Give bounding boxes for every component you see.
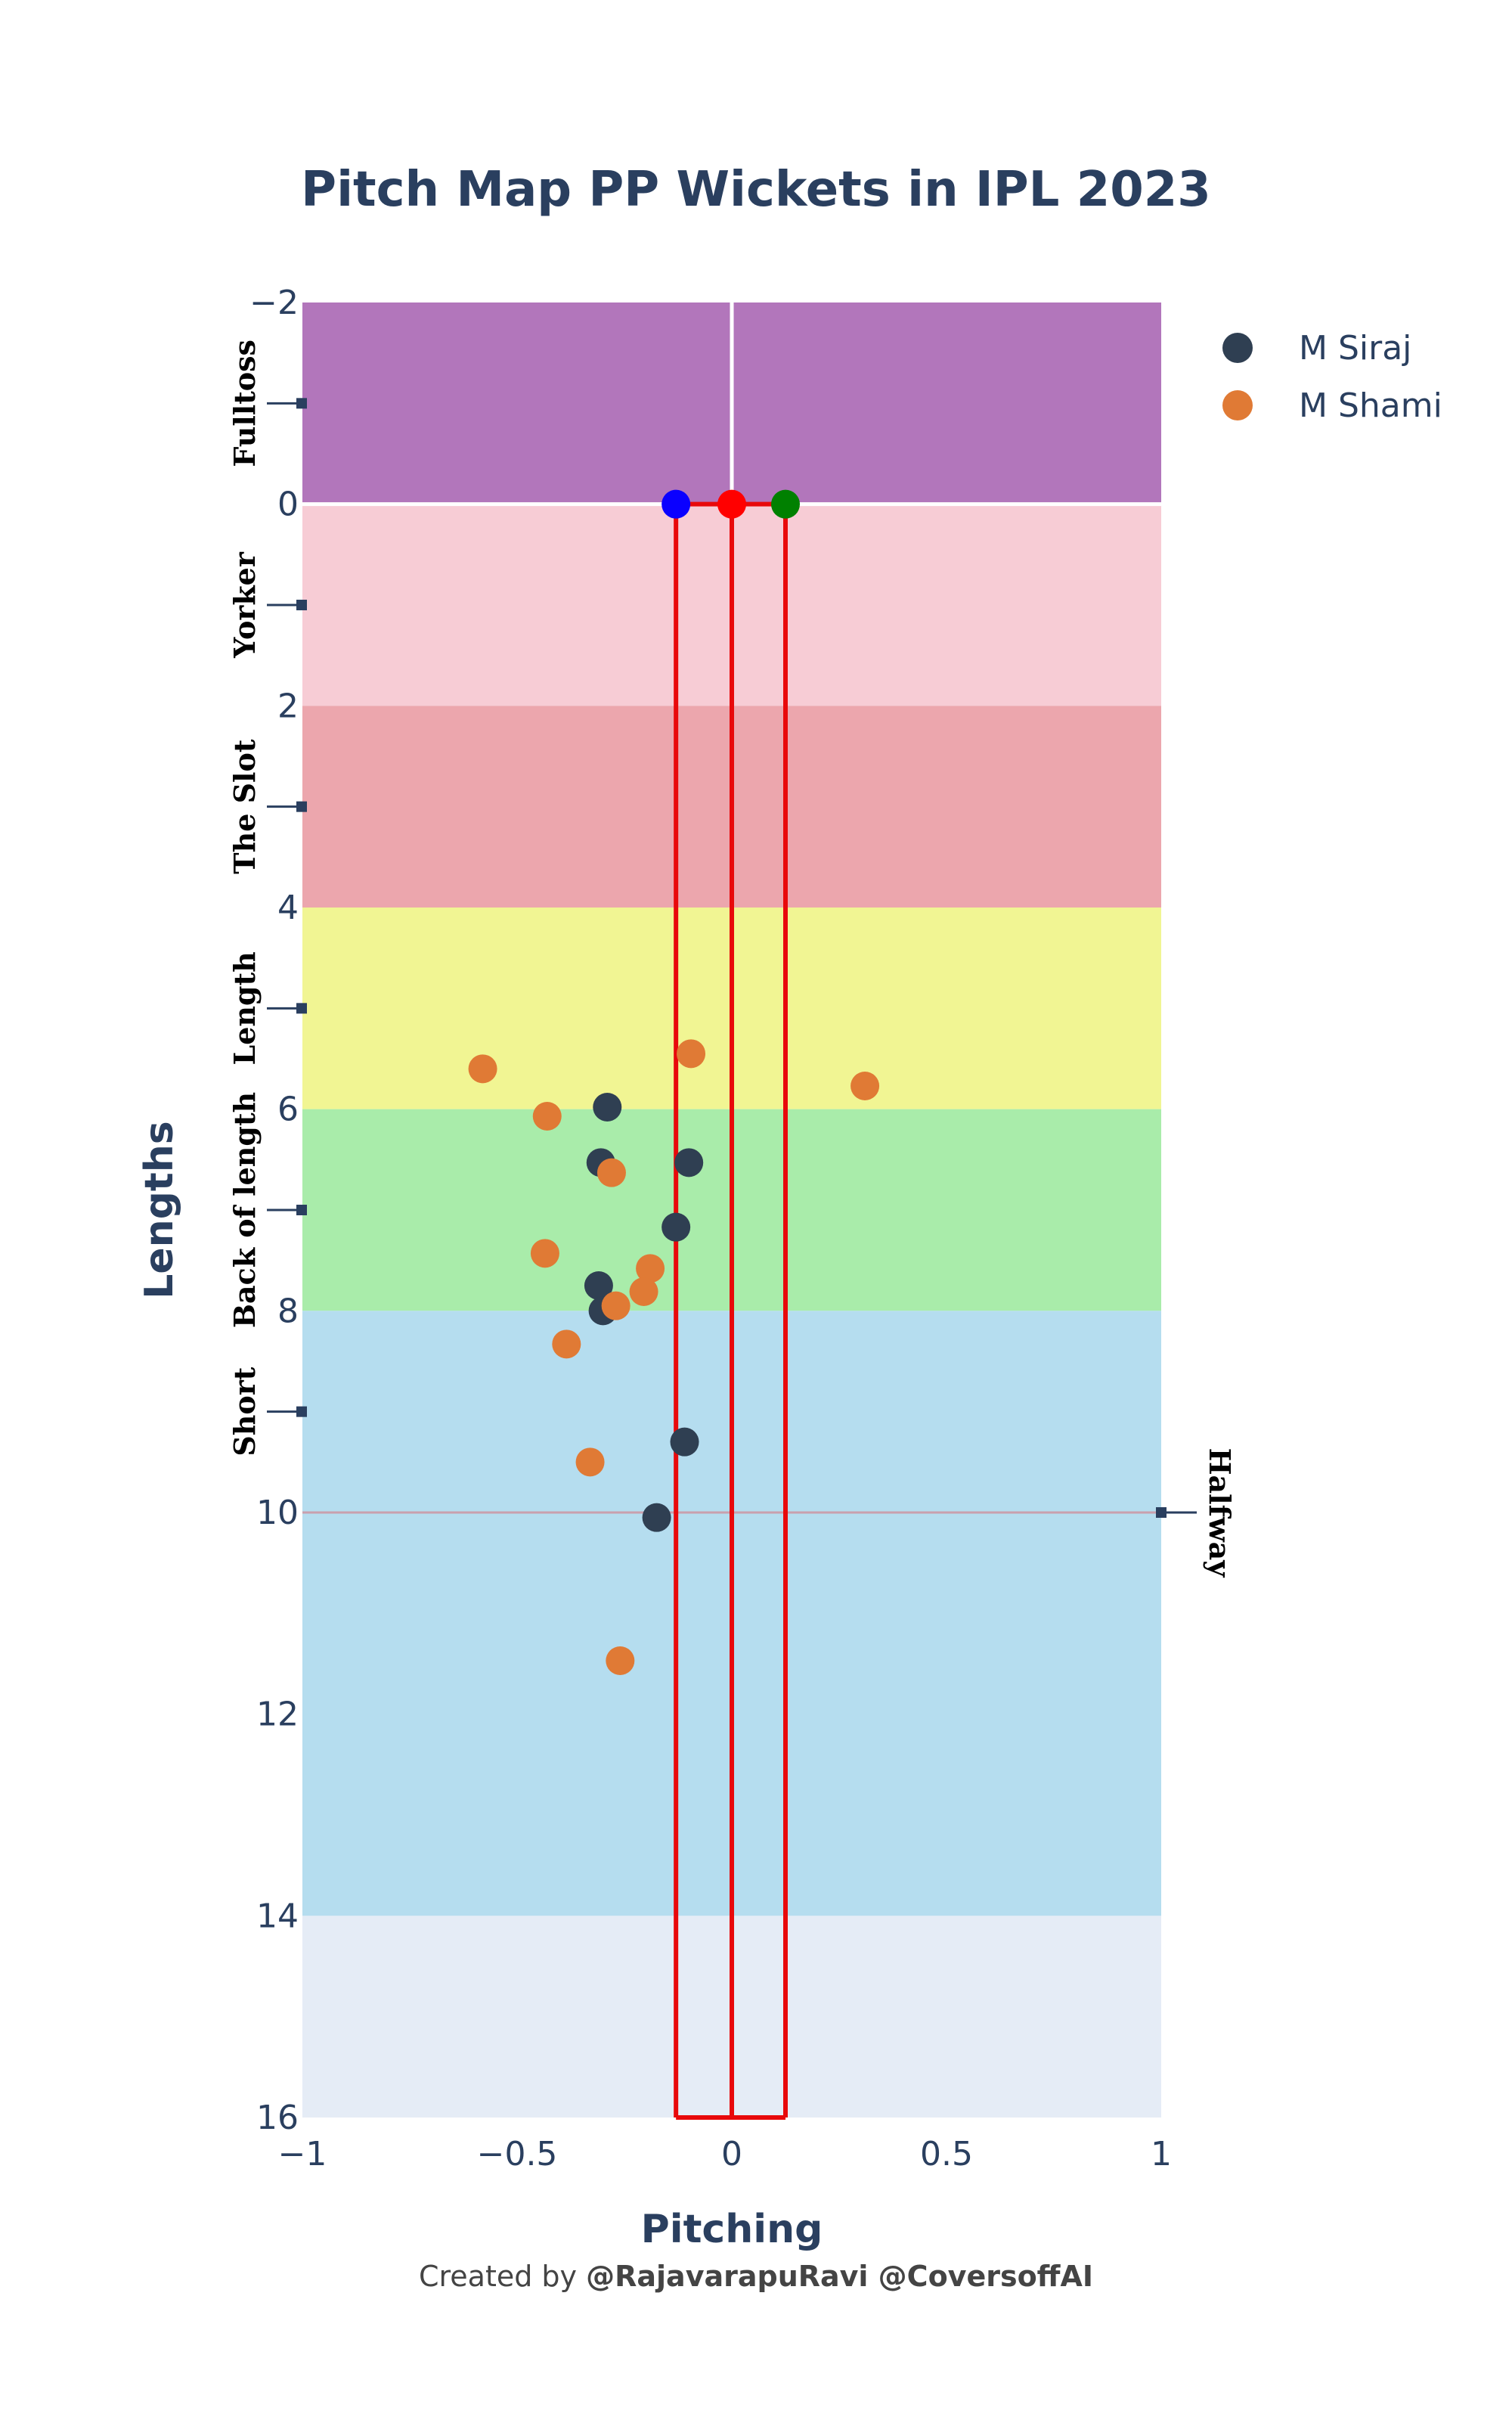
legend-marker-m-siraj xyxy=(1222,333,1253,363)
chart-title: Pitch Map PP Wickets in IPL 2023 xyxy=(301,162,1211,218)
zone-label-length: Length xyxy=(228,951,262,1065)
zone-tick-marker xyxy=(296,398,307,409)
legend: M Siraj M Shami xyxy=(1222,329,1442,425)
point-m-shami xyxy=(552,1329,581,1359)
y-tick-label: 16 xyxy=(256,2099,299,2137)
zone-labels-layer: Fulltoss Yorker The Slot Length Back of leng… xyxy=(228,340,1237,1578)
y-tick-label: 0 xyxy=(277,486,299,524)
point-m-shami xyxy=(850,1072,880,1100)
y-tick-label: 10 xyxy=(256,1494,299,1532)
points-layer xyxy=(468,1039,880,1675)
stump-top-marker xyxy=(717,489,746,519)
y-tick-label: −2 xyxy=(249,284,299,322)
zone-label-fulltoss: Fulltoss xyxy=(228,340,262,467)
x-axis-title: Pitching xyxy=(641,2207,823,2252)
stumps-layer xyxy=(662,489,800,2120)
point-m-shami xyxy=(530,1239,559,1268)
zone-tick-marker xyxy=(296,1205,307,1215)
y-tick-label: 4 xyxy=(277,889,299,927)
zone-tick-marker xyxy=(296,1003,307,1014)
halfway-label: Halfway xyxy=(1203,1448,1237,1578)
zone-tick-marker xyxy=(296,1406,307,1417)
x-tick-label: −0.5 xyxy=(477,2135,558,2173)
x-tick-label: 0 xyxy=(721,2135,742,2173)
x-tick-label: 0.5 xyxy=(920,2135,973,2173)
zone-label-yorker: Yorker xyxy=(228,551,262,659)
point-m-shami xyxy=(601,1291,631,1320)
point-m-shami xyxy=(677,1039,706,1069)
halfway-tick-marker xyxy=(1156,1507,1167,1518)
ticks-layer: −2 0 2 4 6 8 10 12 14 16−1 −0.5 0 0.5 1 xyxy=(249,284,1197,2173)
legend-marker-m-shami xyxy=(1222,390,1253,420)
point-m-siraj xyxy=(674,1148,704,1177)
y-axis-title: Lengths xyxy=(137,1121,182,1298)
point-m-shami xyxy=(636,1254,665,1283)
zone-label-the-slot: The Slot xyxy=(228,739,262,874)
point-m-shami xyxy=(468,1054,497,1084)
credit-prefix: Created by xyxy=(419,2260,586,2293)
point-m-shami xyxy=(606,1646,635,1675)
x-tick-label: −1 xyxy=(278,2135,327,2173)
x-tick-label: 1 xyxy=(1151,2135,1172,2173)
point-m-siraj xyxy=(662,1212,691,1242)
point-m-shami xyxy=(532,1102,562,1131)
credit-line: Created by @RajavarapuRavi @CoversoffAI xyxy=(419,2260,1093,2293)
zone-label-short: Short xyxy=(228,1367,262,1456)
point-m-shami xyxy=(575,1447,605,1477)
y-tick-label: 2 xyxy=(277,687,299,725)
stump-top-marker xyxy=(771,489,800,519)
y-tick-label: 6 xyxy=(277,1091,299,1129)
point-m-siraj xyxy=(670,1427,699,1457)
legend-label-m-siraj: M Siraj xyxy=(1299,329,1411,368)
point-m-siraj xyxy=(593,1093,622,1122)
point-m-shami xyxy=(629,1277,658,1306)
zone-label-back-of-length: Back of length xyxy=(228,1092,262,1328)
stump-top-marker xyxy=(662,489,691,519)
y-tick-label: 12 xyxy=(256,1696,299,1734)
y-tick-label: 8 xyxy=(277,1292,299,1330)
credit-handle: @RajavarapuRavi @CoversoffAI xyxy=(586,2260,1093,2293)
point-m-siraj xyxy=(642,1503,671,1532)
legend-label-m-shami: M Shami xyxy=(1299,386,1442,425)
zone-tick-marker xyxy=(296,801,307,812)
y-tick-label: 14 xyxy=(256,1897,299,1935)
point-m-shami xyxy=(596,1158,626,1187)
point-m-siraj xyxy=(584,1271,613,1300)
zone-tick-marker xyxy=(296,600,307,610)
